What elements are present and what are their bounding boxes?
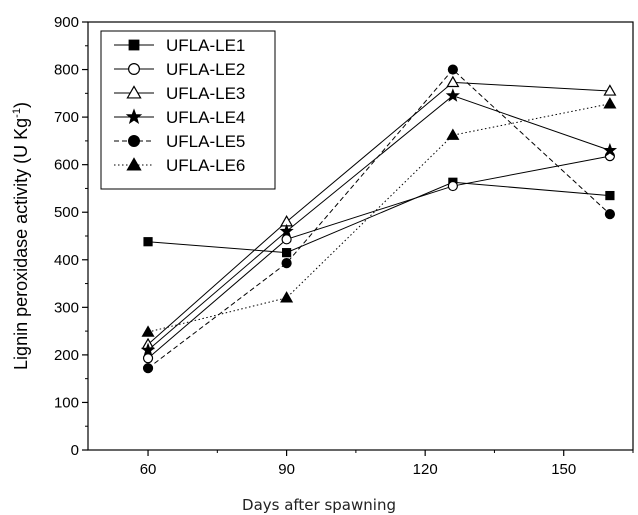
y-axis: 0 100 200 300 400 500 600 700 800 900 [54,14,88,459]
y-tick-label: 500 [54,204,79,221]
legend-label: UFLA-LE2 [166,60,245,79]
y-tick-label: 900 [54,14,79,31]
y-tick-label: 600 [54,157,79,174]
legend-entry: UFLA-LE6 [114,156,245,175]
series-line [147,81,610,345]
x-axis-label: Days after spawning [242,496,396,514]
legend-marker [128,39,140,51]
data-point [605,190,615,201]
x-tick-label: 120 [413,461,438,478]
y-axis-label-superscript: -1 [11,108,23,118]
legend-entry: UFLA-LE2 [114,60,245,79]
series-line [147,155,611,359]
legend-label: UFLA-LE6 [166,156,245,175]
data-point [143,237,153,247]
y-tick-label: 400 [54,252,79,269]
x-tick-label: 150 [551,461,576,478]
legend-entry: UFLA-LE1 [114,36,245,55]
legend-entry: UFLA-LE4 [114,108,245,127]
data-point [142,363,154,374]
x-axis: 60 90 120 150 [140,450,634,478]
series-line [148,181,610,254]
data-point [141,325,155,337]
data-point [445,88,460,102]
series-ufla-le6 [141,97,617,337]
legend-label: UFLA-LE4 [166,108,245,127]
series-line [147,95,611,351]
data-point [280,291,294,303]
data-point [602,142,618,157]
y-axis-label-main: Lignin peroxidase activity (U Kg [11,118,31,370]
series-ufla-le4 [140,88,618,357]
legend: UFLA-LE1 UFLA-LE2 UFLA-LE3 UFLA-LE4 UFLA-LE5… [100,30,276,190]
data-point [279,223,294,238]
data-point [603,84,617,96]
series-ufla-le5 [142,64,616,374]
legend-marker [128,135,141,148]
data-series [140,64,618,374]
data-point [447,180,458,192]
legend-label: UFLA-LE5 [166,132,245,151]
y-axis-label: Lignin peroxidase activity (U Kg-1) [11,102,31,370]
data-point [604,209,616,220]
series-ufla-le1 [143,177,615,258]
legend-marker [126,157,142,171]
y-tick-label: 200 [54,347,79,364]
legend-entry: UFLA-LE5 [114,132,245,151]
y-tick-label: 700 [54,109,79,126]
data-point [446,75,460,88]
data-point [603,97,617,109]
legend-marker [125,108,143,124]
y-tick-label: 100 [54,394,79,411]
series-ufla-le3 [141,75,617,350]
y-tick-label: 800 [54,62,79,79]
legend-label: UFLA-LE3 [166,84,245,103]
data-point [142,353,154,364]
y-tick-label: 300 [54,299,79,316]
data-point [447,64,458,75]
legend-box [100,30,276,190]
x-tick-label: 60 [140,461,157,478]
data-point [282,248,292,258]
x-tick-label: 90 [278,461,295,478]
data-point [281,234,292,245]
data-point [140,342,156,357]
legend-label: UFLA-LE1 [166,36,245,55]
y-axis-label-close: ) [11,102,31,108]
data-point [446,128,460,140]
legend-entry: UFLA-LE3 [114,84,245,103]
data-point [281,258,292,269]
legend-marker [126,85,142,99]
legend-marker [128,62,141,75]
y-tick-label: 0 [71,442,79,459]
